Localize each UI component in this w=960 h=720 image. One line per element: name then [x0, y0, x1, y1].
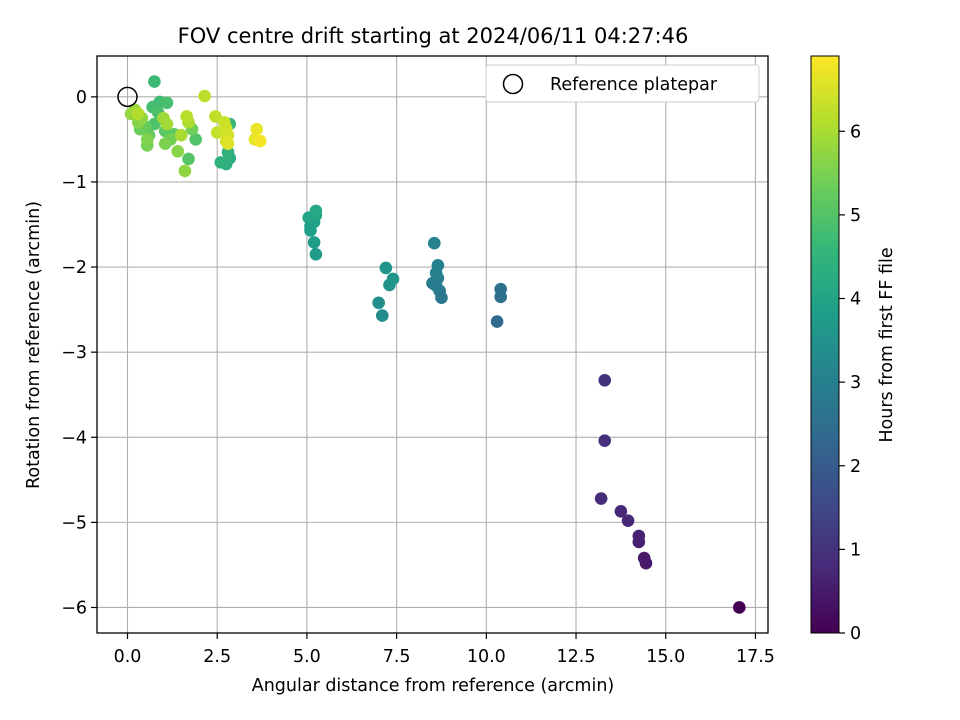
legend: Reference platepar: [485, 64, 760, 103]
data-point: [614, 505, 628, 518]
colorbar-ticks: 0 1 2 3 4 5 6: [839, 122, 861, 644]
data-point: [598, 434, 612, 447]
data-point: [427, 236, 441, 250]
colorbar-tick-label: 3: [850, 373, 861, 393]
data-point: [431, 259, 445, 272]
data-point: [372, 296, 385, 310]
data-point: [182, 152, 195, 166]
x-axis-label: Angular distance from reference (arcmin): [252, 676, 615, 696]
data-point: [309, 247, 323, 261]
data-point: [621, 514, 635, 527]
reference-marker-layer: [117, 86, 138, 108]
legend-reference-marker: [502, 73, 524, 95]
legend-box: [485, 64, 760, 103]
data-point: [180, 110, 194, 123]
x-tick-label: 17.5: [736, 647, 775, 667]
y-tick-label: −1: [61, 173, 87, 193]
x-tick-label: 10.0: [467, 647, 506, 667]
data-point: [175, 128, 188, 142]
data-point: [189, 133, 202, 146]
data-point: [158, 137, 172, 150]
data-point: [160, 96, 174, 110]
data-points: [124, 75, 746, 614]
data-point: [140, 133, 154, 146]
x-tick-label: 15.0: [646, 647, 685, 667]
y-tick-label: −2: [61, 258, 87, 278]
x-tick-label: 0.0: [114, 647, 142, 667]
data-point: [178, 164, 192, 178]
data-point: [221, 137, 235, 150]
data-point: [171, 145, 185, 158]
data-point: [198, 89, 211, 103]
plot-frame: [96, 55, 769, 634]
data-point: [307, 236, 321, 249]
colorbar-label: Hours from first FF file: [877, 247, 897, 442]
data-point: [309, 204, 323, 218]
y-axis-ticks: 0 −1 −2 −3 −4 −5 −6: [61, 88, 97, 618]
y-tick-label: −4: [61, 428, 87, 448]
data-point: [160, 117, 174, 131]
colorbar-tick-label: 0: [850, 624, 861, 644]
y-tick-label: −6: [61, 598, 87, 618]
y-tick-label: −5: [61, 513, 87, 533]
y-tick-label: −3: [61, 343, 87, 363]
data-point: [250, 122, 263, 136]
data-point: [209, 110, 222, 123]
chart-title: FOV centre drift starting at 2024/06/11 …: [178, 24, 689, 48]
data-point: [379, 261, 393, 275]
data-point: [131, 107, 145, 121]
data-point: [732, 601, 746, 614]
data-point: [632, 529, 646, 543]
data-point: [494, 282, 507, 296]
colorbar-tick-label: 1: [850, 540, 861, 560]
data-point: [253, 134, 267, 148]
colorbar-tick-label: 5: [850, 206, 861, 226]
reference-platepar-marker: [117, 86, 138, 108]
data-point: [375, 309, 389, 322]
data-point: [598, 373, 612, 387]
colorbar-tick-label: 6: [850, 122, 861, 142]
x-tick-label: 12.5: [557, 647, 596, 667]
data-point: [637, 551, 651, 565]
legend-entry-reference: Reference platepar: [550, 75, 718, 95]
data-point: [490, 315, 504, 328]
y-tick-label: 0: [76, 88, 87, 108]
data-point: [594, 492, 608, 505]
x-tick-label: 2.5: [203, 647, 231, 667]
colorbar-tick-label: 2: [850, 457, 861, 477]
data-point: [386, 272, 400, 286]
y-axis-label: Rotation from reference (arcmin): [24, 201, 44, 489]
data-point: [148, 75, 161, 88]
data-point: [214, 156, 228, 169]
colorbar-tick-label: 4: [850, 290, 861, 310]
colorbar-gradient: [810, 55, 840, 634]
x-tick-label: 7.5: [383, 647, 411, 667]
colorbar: 0 1 2 3 4 5 6 Hours from first FF file: [810, 55, 897, 644]
x-axis-ticks: 0.0 2.5 5.0 7.5 10.0 12.5 15.0 17.5: [114, 633, 775, 667]
plot-area: [97, 56, 768, 633]
x-tick-label: 5.0: [293, 647, 321, 667]
